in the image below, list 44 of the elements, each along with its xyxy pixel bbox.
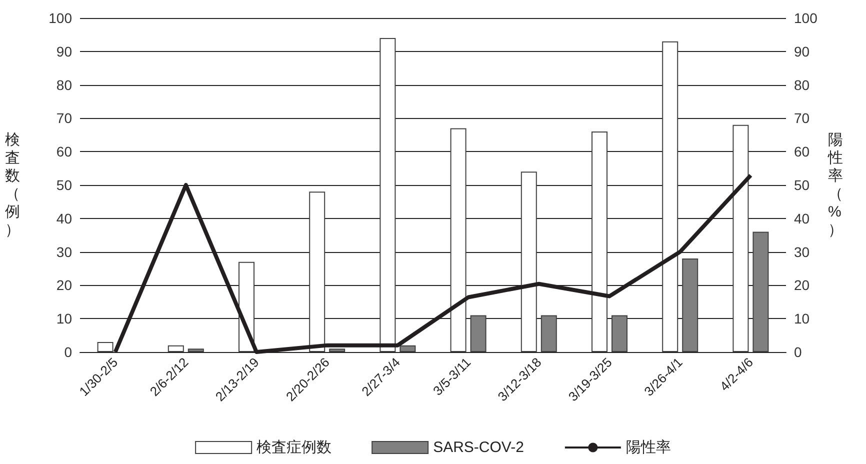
bar <box>612 315 628 352</box>
bar <box>752 232 769 352</box>
y-tick-label: 60 <box>56 144 72 160</box>
bar <box>168 345 184 352</box>
bar <box>329 348 346 352</box>
y-tick-label: 30 <box>56 244 72 260</box>
y2-tick-label: 80 <box>794 76 810 93</box>
bar <box>380 38 396 352</box>
y2-tick-label: 0 <box>794 344 802 360</box>
y2-tick-label: 70 <box>794 110 810 126</box>
y-tick-label: 0 <box>64 344 72 360</box>
y-tick-label: 70 <box>56 110 72 126</box>
bar <box>97 342 114 352</box>
y-tick-label: 50 <box>56 177 72 193</box>
y-tick-label: 20 <box>56 277 72 294</box>
y-tick-label: 40 <box>56 210 72 226</box>
legend-label: 検査症例数 <box>256 439 332 456</box>
bar <box>520 172 537 352</box>
bar <box>732 124 749 352</box>
y2-tick-label: 10 <box>794 310 810 327</box>
bar <box>309 192 326 352</box>
bar <box>188 348 204 352</box>
y2-tick-label: 100 <box>794 10 818 26</box>
y2-tick-label: 30 <box>794 244 810 260</box>
y2-tick-label: 20 <box>794 277 810 294</box>
y-axis-title: 検査数（例） <box>5 132 20 238</box>
y-tick-label: 80 <box>56 76 72 93</box>
y2-tick-label: 60 <box>794 144 810 160</box>
y-tick-label: 90 <box>56 43 72 60</box>
y2-tick-label: 50 <box>794 177 810 193</box>
legend-label: SARS-COV-2 <box>433 439 524 456</box>
bar <box>470 315 486 352</box>
bar <box>450 128 466 352</box>
bar <box>662 41 678 352</box>
y2-axis-title: 陽性率（%） <box>827 132 843 238</box>
y-tick-label: 100 <box>48 10 72 26</box>
legend-label: 陽性率 <box>626 439 671 456</box>
y2-tick-label: 40 <box>794 210 810 226</box>
y-tick-label: 10 <box>56 310 72 327</box>
y2-tick-label: 90 <box>794 43 810 60</box>
bar <box>540 315 557 352</box>
bar <box>682 258 698 352</box>
bar <box>400 345 416 352</box>
bar <box>592 132 608 352</box>
